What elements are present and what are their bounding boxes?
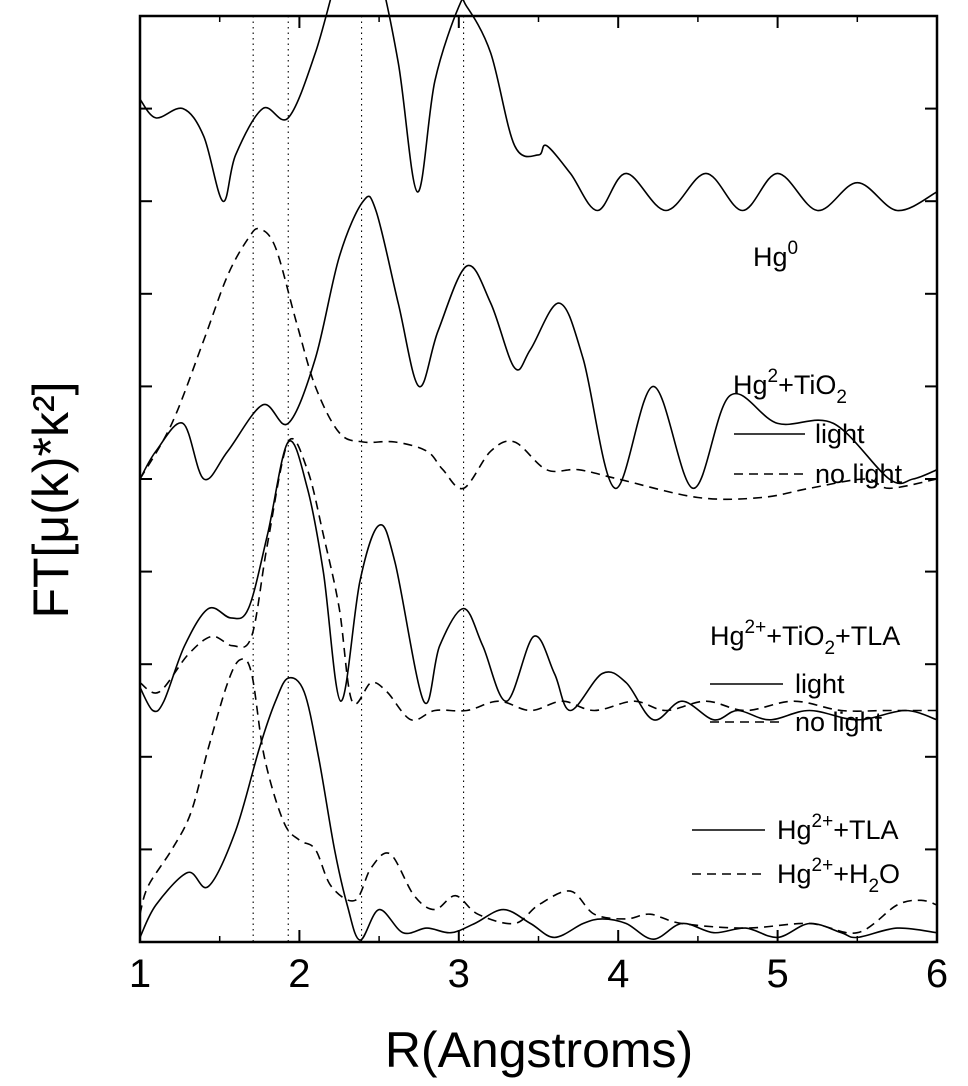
x-tick-label-2: 2	[288, 952, 310, 996]
x-tick-label-5: 5	[766, 952, 788, 996]
axis-ticks	[139, 15, 938, 943]
x-tick-label-1: 1	[129, 952, 151, 996]
legend-label-nolight-1: no light	[815, 459, 903, 489]
x-tick-label-4: 4	[607, 952, 629, 996]
x-axis-title: R(Angstroms)	[385, 1022, 693, 1078]
series-line-3	[139, 227, 938, 501]
series-line-2	[139, 195, 938, 490]
legend-label-nolight-2: no light	[795, 707, 883, 737]
x-tick-labels: 1 2 3 4 5 6	[129, 952, 948, 996]
legend-label-light-1: light	[815, 419, 865, 449]
series-line-1	[139, 0, 938, 212]
series-line-6	[139, 676, 938, 941]
label-hg2-tio2: Hg2+TiO2	[733, 366, 847, 408]
label-hg2-tio2-tla: Hg2++TiO2+TLA	[710, 617, 900, 659]
series-line-7	[139, 658, 938, 935]
label-hg2-tla: Hg2++TLA	[777, 811, 898, 845]
label-hg2-h2o: Hg2++H2O	[777, 855, 900, 897]
data-curves	[139, 0, 938, 941]
label-hg0: Hg0	[753, 238, 798, 272]
legend-label-light-2: light	[795, 669, 845, 699]
y-axis-title: FT[μ(k)*k²]	[23, 381, 79, 618]
series-line-4	[139, 440, 938, 721]
x-tick-label-6: 6	[926, 952, 948, 996]
reference-lines	[252, 16, 465, 942]
series-line-5	[139, 438, 937, 722]
x-tick-label-3: 3	[448, 952, 470, 996]
